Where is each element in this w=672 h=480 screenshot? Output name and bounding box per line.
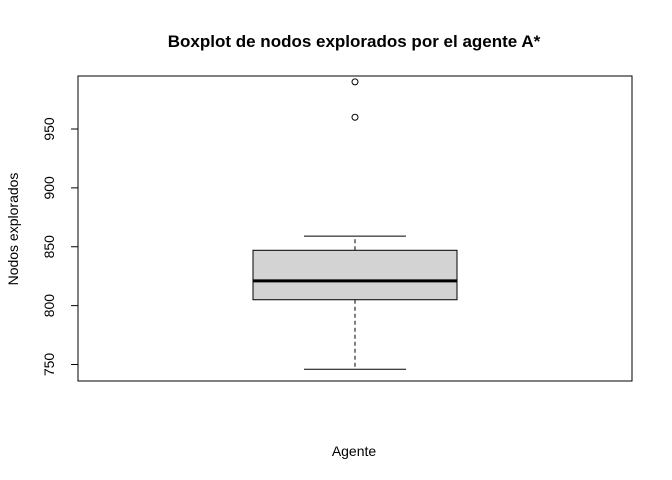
outlier-point xyxy=(351,78,359,86)
y-axis: 750 800 850 900 950 xyxy=(41,117,79,377)
y-tick-label: 850 xyxy=(41,235,57,259)
y-tick-label: 900 xyxy=(41,176,57,200)
outlier-point xyxy=(351,113,359,121)
chart-title: Boxplot de nodos explorados por el agent… xyxy=(168,32,541,51)
y-tick-label: 750 xyxy=(41,353,57,377)
y-tick-label: 800 xyxy=(41,294,57,318)
iqr-box xyxy=(252,249,458,301)
x-axis-label: Agente xyxy=(332,443,377,459)
y-axis-label: Nodos explorados xyxy=(5,173,21,286)
y-tick-label: 950 xyxy=(41,117,57,141)
box-plot xyxy=(252,78,458,370)
